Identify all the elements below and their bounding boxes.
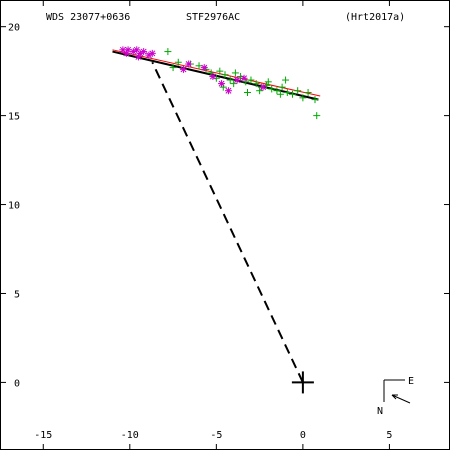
x-axis-ticks: -15 -10 -5 0 5: [34, 1, 392, 449]
point-stroke: [133, 46, 140, 53]
asterisk-point: [224, 87, 232, 95]
motion-arrow-head: [391, 394, 398, 400]
asterisk-point: [122, 49, 130, 57]
compass-north-label: N: [377, 406, 383, 417]
point-stroke: [234, 77, 241, 84]
asterisk-point: [209, 72, 217, 80]
asterisk-point: [129, 48, 137, 56]
plus-point: [247, 76, 255, 84]
plus-point: [244, 88, 251, 96]
plus-point: [278, 83, 286, 91]
primary-star-marker: [291, 371, 314, 394]
separation-line: [151, 61, 304, 383]
asterisk-point: [134, 53, 142, 61]
x-tick-label: -15: [34, 430, 52, 441]
plus-point: [276, 90, 284, 98]
plus-point: [252, 80, 260, 88]
plus-point: [256, 87, 264, 95]
asterisk-point: [200, 64, 208, 72]
asterisk-point: [218, 80, 226, 88]
plus-point: [313, 112, 321, 120]
plus-point: [268, 85, 276, 93]
plus-point: [226, 76, 234, 84]
plus-point: [264, 78, 272, 86]
point-stroke: [201, 64, 208, 71]
fit-line: [112, 50, 319, 101]
point-stroke: [241, 75, 248, 82]
y-tick-label: 5: [14, 289, 20, 300]
asterisk-point: [259, 83, 267, 91]
y-tick-label: 20: [8, 23, 20, 34]
plus-point: [283, 88, 291, 96]
plus-point: [174, 58, 182, 66]
x-tick-label: -5: [210, 430, 222, 441]
plus-point: [282, 76, 290, 84]
plus-point: [299, 94, 307, 102]
plus-point: [273, 87, 281, 95]
point-stroke: [218, 80, 225, 87]
asterisk-point: [185, 60, 193, 68]
compass: E N: [377, 376, 414, 417]
plus-point: [195, 62, 203, 70]
y-axis-ticks: 0 5 10 15 20: [1, 23, 449, 389]
point-stroke: [140, 48, 147, 55]
point-stroke: [185, 61, 192, 68]
reference-label: (Hrt2017a): [345, 12, 405, 23]
asterisk-point: [179, 65, 187, 73]
point-stroke: [149, 50, 156, 57]
y-tick-label: 10: [8, 201, 20, 212]
x-tick-label: -10: [121, 430, 139, 441]
point-stroke: [180, 66, 187, 73]
point-stroke: [260, 84, 267, 91]
asterisk-point: [240, 74, 248, 82]
asterisk-point: [140, 48, 148, 56]
discoverer-label: STF2976AC: [186, 12, 240, 23]
wds-id-label: WDS 23077+0636: [46, 12, 130, 23]
fit-line-alt: [112, 49, 321, 97]
plus-point: [221, 71, 229, 79]
asterisk-point: [233, 76, 241, 84]
motion-arrow-shaft: [391, 394, 411, 404]
plus-point: [311, 96, 319, 104]
y-tick-label: 0: [14, 378, 20, 389]
plus-point: [230, 80, 238, 88]
point-stroke: [209, 73, 216, 80]
plus-point: [216, 67, 224, 75]
x-tick-label: 5: [386, 430, 392, 441]
plus-point: [169, 64, 177, 72]
asterisk-point: [148, 49, 156, 57]
point-stroke: [123, 50, 130, 57]
plus-point: [289, 90, 296, 98]
y-tick-label: 15: [8, 112, 20, 123]
observation-series: [119, 46, 321, 120]
plus-point: [294, 87, 302, 95]
compass-east-label: E: [408, 376, 414, 387]
x-tick-label: 0: [300, 430, 306, 441]
plus-point: [164, 48, 172, 56]
plus-point: [231, 69, 239, 77]
point-stroke: [225, 87, 232, 94]
plus-point: [304, 88, 312, 96]
point-stroke: [119, 46, 126, 53]
separation-dashed-line: [151, 61, 304, 383]
point-stroke: [135, 53, 142, 60]
